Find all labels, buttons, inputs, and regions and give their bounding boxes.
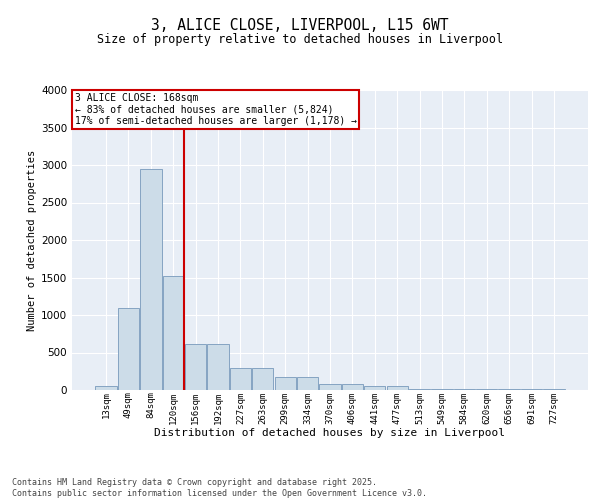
Bar (230, 368, 251, 390)
X-axis label: Distribution of detached houses by size in Liverpool: Distribution of detached houses by size … (155, 428, 505, 438)
Bar (163, 276, 184, 390)
Text: 3, ALICE CLOSE, LIVERPOOL, L15 6WT: 3, ALICE CLOSE, LIVERPOOL, L15 6WT (151, 18, 449, 32)
Bar (118, 308, 139, 390)
Bar (208, 344, 229, 390)
Bar (364, 386, 385, 390)
Text: Contains HM Land Registry data © Crown copyright and database right 2025.
Contai: Contains HM Land Registry data © Crown c… (12, 478, 427, 498)
Bar (185, 344, 206, 390)
Bar (252, 368, 274, 390)
Bar (275, 377, 296, 390)
Bar (297, 377, 318, 390)
Bar (319, 384, 341, 390)
Bar (95, 386, 117, 390)
Bar (342, 384, 363, 390)
Y-axis label: Number of detached properties: Number of detached properties (27, 150, 37, 330)
Bar (386, 386, 408, 390)
Text: 3 ALICE CLOSE: 168sqm
← 83% of detached houses are smaller (5,824)
17% of semi-d: 3 ALICE CLOSE: 168sqm ← 83% of detached … (74, 93, 356, 126)
Bar (140, 169, 161, 390)
Text: Size of property relative to detached houses in Liverpool: Size of property relative to detached ho… (97, 32, 503, 46)
